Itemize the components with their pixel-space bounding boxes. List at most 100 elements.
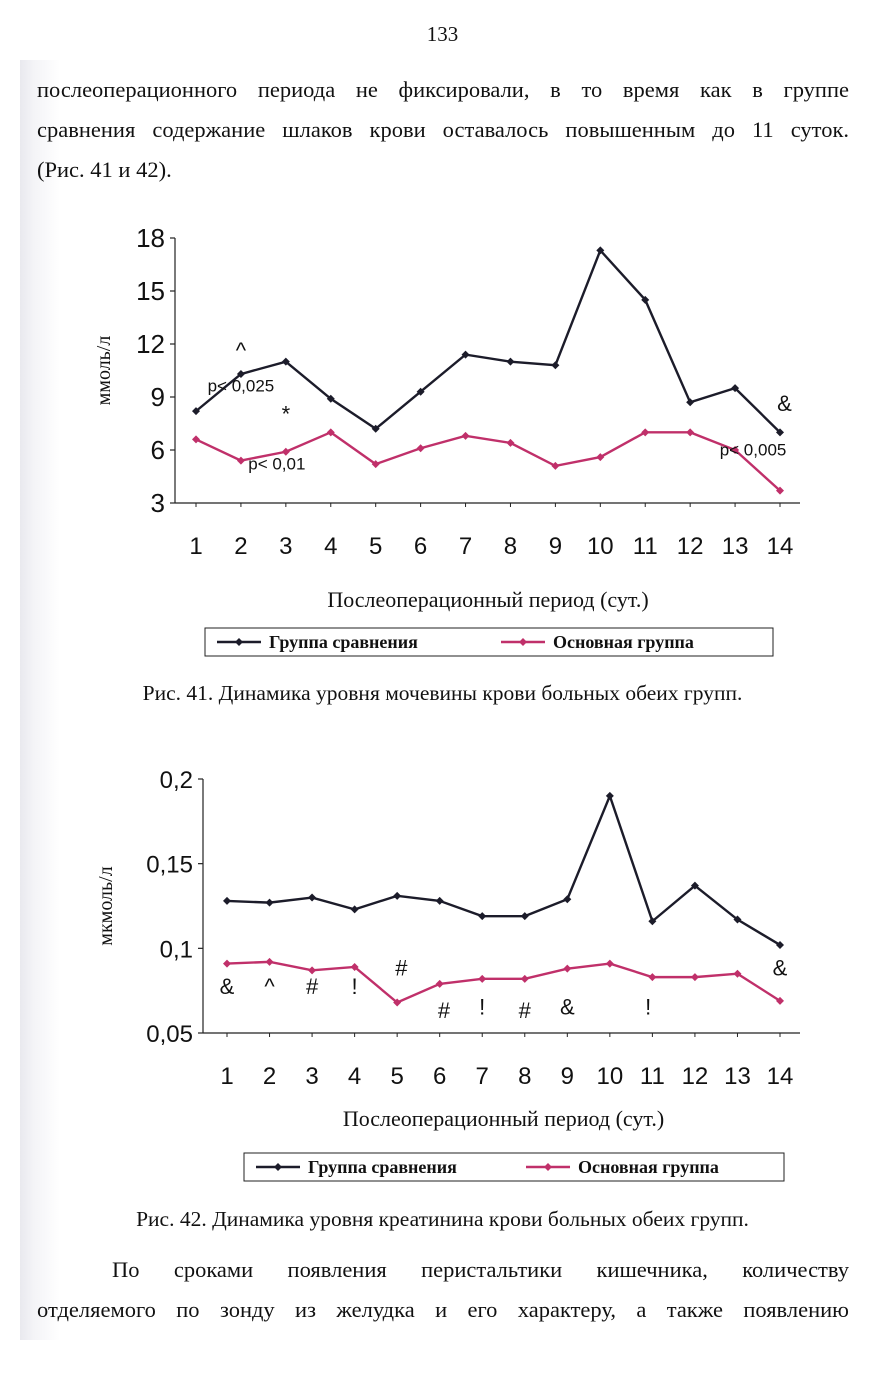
y-tick-label: 0,05 <box>146 1021 193 1048</box>
y-axis-label: ммоль/л <box>93 336 115 406</box>
data-point <box>686 398 695 407</box>
page-number: 133 <box>426 22 459 46</box>
data-point <box>326 428 335 437</box>
data-point <box>731 446 740 454</box>
y-tick-label: 0,1 <box>160 936 193 963</box>
data-point <box>596 453 605 462</box>
x-tick-label: 12 <box>677 533 704 560</box>
annotation: & <box>773 955 788 980</box>
data-point <box>731 384 740 393</box>
x-tick-label: 1 <box>189 533 202 560</box>
x-tick-label: 13 <box>724 1063 751 1090</box>
data-point <box>416 387 425 396</box>
data-point <box>281 357 290 366</box>
annotation: # <box>438 998 451 1023</box>
data-point <box>350 905 359 914</box>
data-point <box>223 896 231 905</box>
x-tick-label: 10 <box>587 533 614 560</box>
data-point <box>641 428 650 437</box>
data-point <box>223 959 231 968</box>
annotation: # <box>306 974 319 999</box>
series-line-1 <box>226 792 781 946</box>
data-point <box>520 912 529 921</box>
legend-marker-2 <box>519 638 527 646</box>
data-point <box>733 915 742 924</box>
legend-entry-2: Основная группа <box>578 1157 719 1177</box>
data-point <box>563 964 572 973</box>
annotation: ^ <box>236 338 247 363</box>
x-tick-label: 7 <box>476 1063 489 1090</box>
data-point <box>393 891 402 900</box>
data-point <box>478 912 487 921</box>
data-point <box>265 957 274 966</box>
legend: Группа сравнения Основная группа <box>243 1152 785 1182</box>
data-point <box>308 893 317 902</box>
y-tick-label: 18 <box>136 223 165 253</box>
y-axis-label: мкмоль/л <box>95 866 117 945</box>
data-point <box>281 447 290 456</box>
x-tick-label: 9 <box>561 1063 574 1090</box>
legend-box <box>204 627 774 657</box>
annotation: # <box>395 955 408 980</box>
data-point <box>308 966 317 975</box>
data-point <box>776 486 784 495</box>
data-point <box>371 424 380 433</box>
series-line-2 <box>195 430 781 492</box>
data-point <box>478 974 487 983</box>
data-point <box>236 456 245 465</box>
data-point <box>733 969 742 978</box>
x-tick-label: 14 <box>767 1063 794 1090</box>
x-tick-label: 7 <box>459 533 472 560</box>
legend-box <box>243 1152 785 1182</box>
data-point <box>776 940 784 949</box>
y-tick-label: 0,15 <box>146 852 193 879</box>
x-tick-label: 6 <box>414 533 427 560</box>
series-line-1 <box>195 248 781 434</box>
data-point <box>506 438 515 447</box>
annotation: & <box>560 994 575 1019</box>
x-tick-label: 1 <box>220 1063 233 1090</box>
legend-marker-1 <box>235 638 243 646</box>
annotation: ! <box>479 994 485 1019</box>
data-point <box>435 896 444 905</box>
data-point <box>435 979 444 988</box>
data-point <box>371 460 380 469</box>
data-point <box>641 295 650 304</box>
intro-paragraph: послеоперационного периода не фиксировал… <box>37 70 849 190</box>
data-point <box>416 444 425 453</box>
x-tick-label: 2 <box>263 1063 276 1090</box>
x-tick-label: 4 <box>348 1063 361 1090</box>
x-tick-label: 5 <box>369 533 382 560</box>
y-tick-label: 12 <box>136 329 165 359</box>
data-point <box>776 996 784 1005</box>
data-point <box>393 998 402 1007</box>
data-point <box>236 370 245 379</box>
annotation: p< 0,025 <box>208 377 275 396</box>
legend-marker-2 <box>544 1163 552 1171</box>
data-point <box>690 973 699 982</box>
x-tick-label: 2 <box>234 533 247 560</box>
outro-paragraph: По сроками появления перистальтики кишеч… <box>37 1250 849 1330</box>
data-point <box>648 917 657 926</box>
data-point <box>605 959 614 968</box>
y-tick-label: 6 <box>151 435 165 465</box>
x-tick-label: 9 <box>549 533 562 560</box>
figure-41-caption: Рис. 41. Динамика уровня мочевины крови … <box>142 681 743 705</box>
x-tick-label: 3 <box>305 1063 318 1090</box>
x-tick-label: 8 <box>518 1063 531 1090</box>
data-point <box>520 974 529 983</box>
figure-42-caption: Рис. 42. Динамика уровня креатинина кров… <box>136 1207 749 1231</box>
legend-marker-1 <box>274 1163 282 1171</box>
intro-line-1: послеоперационного периода не фиксировал… <box>37 77 849 102</box>
data-point <box>551 461 560 470</box>
data-point <box>563 895 572 904</box>
x-axis-label: Послеоперационный период (сут.) <box>327 587 648 612</box>
y-tick-label: 9 <box>151 382 165 412</box>
annotation: p< 0,01 <box>248 454 305 473</box>
annotation: # <box>519 998 532 1023</box>
y-tick-label: 15 <box>136 276 165 306</box>
annotation: ! <box>645 994 651 1019</box>
legend: Группа сравнения Основная группа <box>204 627 774 657</box>
outro-line-2: отделяемого по зонду из желудка и его ха… <box>37 1297 849 1322</box>
